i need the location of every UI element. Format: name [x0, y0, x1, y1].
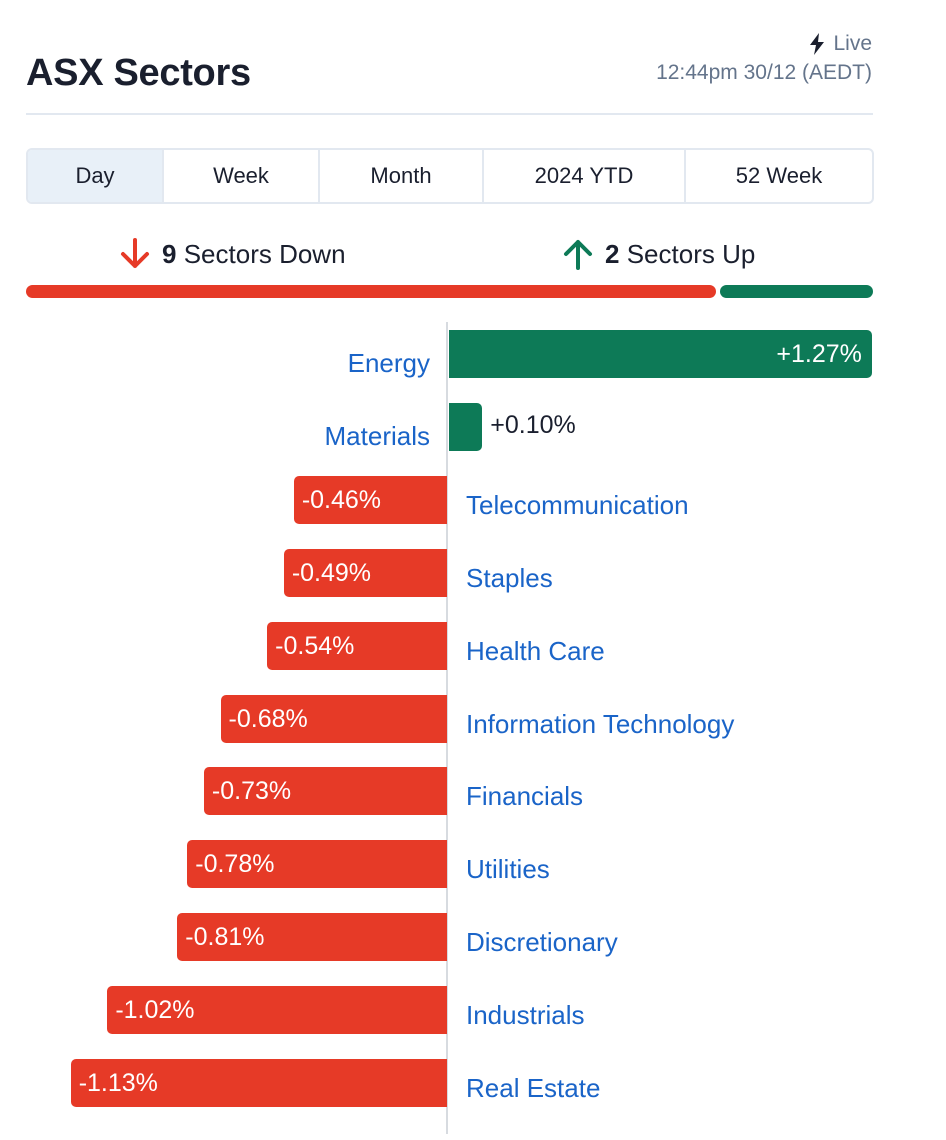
breadth-bar-down [26, 285, 716, 298]
sector-label[interactable]: Energy [347, 348, 430, 378]
sector-row: -0.81% Discretionary [0, 913, 946, 963]
sector-label[interactable]: Telecommunication [466, 490, 689, 520]
sector-bar: -0.73% [203, 767, 447, 815]
sector-row: -1.13% Real Estate [0, 1059, 946, 1109]
sector-bar: -1.13% [70, 1059, 447, 1107]
timestamp: 12:44pm 30/12 (AEDT) [656, 61, 872, 84]
sector-label[interactable]: Industrials [466, 1000, 585, 1030]
sector-value: -0.49% [291, 558, 372, 587]
sector-label[interactable]: Utilities [466, 854, 550, 884]
sector-label[interactable]: Health Care [466, 636, 605, 666]
sector-label[interactable]: Financials [466, 781, 584, 811]
breadth-bar [26, 285, 873, 298]
sector-value: -0.73% [211, 776, 292, 805]
tab-month[interactable]: Month [320, 150, 484, 202]
lightning-icon [810, 33, 825, 55]
sector-bar: -0.49% [283, 549, 447, 597]
tab-day[interactable]: Day [28, 150, 164, 202]
sector-row: -0.68% Information Technology [0, 695, 946, 745]
sectors-down-summary: 9 Sectors Down [120, 233, 346, 275]
sectors-up-label: Sectors Up [626, 238, 756, 269]
sector-row: -0.78% Utilities [0, 840, 946, 890]
sectors-up-count: 2 [605, 238, 620, 269]
sector-value: -0.68% [228, 704, 308, 733]
sector-value: -0.54% [275, 631, 355, 660]
sector-bar: -0.78% [187, 840, 447, 888]
live-label: Live [833, 32, 872, 55]
sector-label[interactable]: Information Technology [466, 709, 735, 739]
page-title: ASX Sectors [26, 52, 251, 94]
sector-value: -1.13% [78, 1068, 158, 1097]
tab-2024-ytd[interactable]: 2024 YTD [484, 150, 686, 202]
sectors-down-label: Sectors Down [183, 238, 346, 269]
sector-bar: -0.81% [177, 913, 447, 961]
live-indicator: Live [809, 32, 872, 56]
sector-value: +1.27% [776, 339, 862, 368]
sector-value: -0.81% [185, 922, 265, 951]
arrow-down-icon [121, 238, 149, 268]
sector-row: -0.49% Staples [0, 549, 946, 599]
breadth-bar-up [719, 285, 873, 298]
sector-label[interactable]: Materials [324, 421, 430, 451]
sector-bar: +1.27% [449, 330, 872, 378]
sector-row: +0.10% Materials [0, 403, 946, 453]
sector-row: +1.27% Energy [0, 330, 946, 380]
sector-label[interactable]: Real Estate [466, 1073, 601, 1103]
tab-week[interactable]: Week [164, 150, 320, 202]
sector-bar: -0.54% [267, 622, 447, 670]
period-tabs: Day Week Month 2024 YTD 52 Week [26, 148, 874, 204]
chart-zero-axis [446, 322, 448, 1134]
sector-value: -1.02% [115, 995, 195, 1024]
header-divider [26, 113, 873, 115]
sector-row: -1.02% Industrials [0, 986, 946, 1036]
sector-bar: -0.68% [220, 695, 447, 743]
arrow-up-icon [564, 240, 592, 270]
sector-value: -0.78% [195, 849, 275, 878]
sectors-down-count: 9 [162, 238, 177, 269]
sectors-up-summary: 2 Sectors Up [563, 233, 755, 275]
sector-label[interactable]: Staples [466, 563, 553, 593]
tab-52-week[interactable]: 52 Week [735, 163, 823, 188]
sector-row: -0.46% Telecommunication [0, 476, 946, 526]
sector-label[interactable]: Discretionary [466, 927, 618, 957]
sector-row: -0.54% Health Care [0, 622, 946, 672]
sector-bar [449, 403, 483, 451]
sector-bar: -1.02% [107, 986, 447, 1034]
sector-value: +0.10% [490, 411, 576, 439]
sector-bar: -0.46% [293, 476, 447, 524]
sector-value: -0.46% [301, 485, 382, 514]
sector-row: -0.73% Financials [0, 767, 946, 817]
